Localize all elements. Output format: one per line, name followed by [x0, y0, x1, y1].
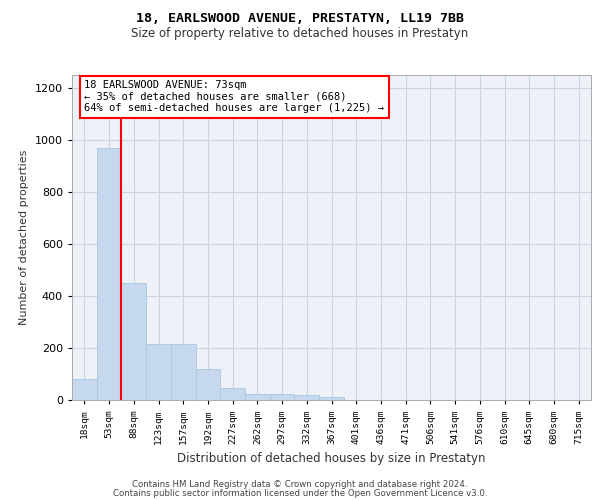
Text: Size of property relative to detached houses in Prestatyn: Size of property relative to detached ho…	[131, 28, 469, 40]
Bar	[121, 283, 146, 400]
X-axis label: Distribution of detached houses by size in Prestatyn: Distribution of detached houses by size …	[177, 452, 486, 465]
Bar	[196, 369, 220, 400]
Bar	[245, 394, 270, 400]
Y-axis label: Number of detached properties: Number of detached properties	[19, 150, 29, 325]
Bar	[146, 344, 171, 400]
Text: Contains public sector information licensed under the Open Government Licence v3: Contains public sector information licen…	[113, 489, 487, 498]
Text: 18, EARLSWOOD AVENUE, PRESTATYN, LL19 7BB: 18, EARLSWOOD AVENUE, PRESTATYN, LL19 7B…	[136, 12, 464, 26]
Bar	[319, 398, 344, 400]
Bar	[220, 388, 245, 400]
Bar	[171, 344, 196, 400]
Bar	[72, 379, 97, 400]
Text: Contains HM Land Registry data © Crown copyright and database right 2024.: Contains HM Land Registry data © Crown c…	[132, 480, 468, 489]
Bar	[97, 148, 121, 400]
Text: 18 EARLSWOOD AVENUE: 73sqm
← 35% of detached houses are smaller (668)
64% of sem: 18 EARLSWOOD AVENUE: 73sqm ← 35% of deta…	[85, 80, 385, 114]
Bar	[295, 396, 319, 400]
Bar	[270, 394, 295, 400]
